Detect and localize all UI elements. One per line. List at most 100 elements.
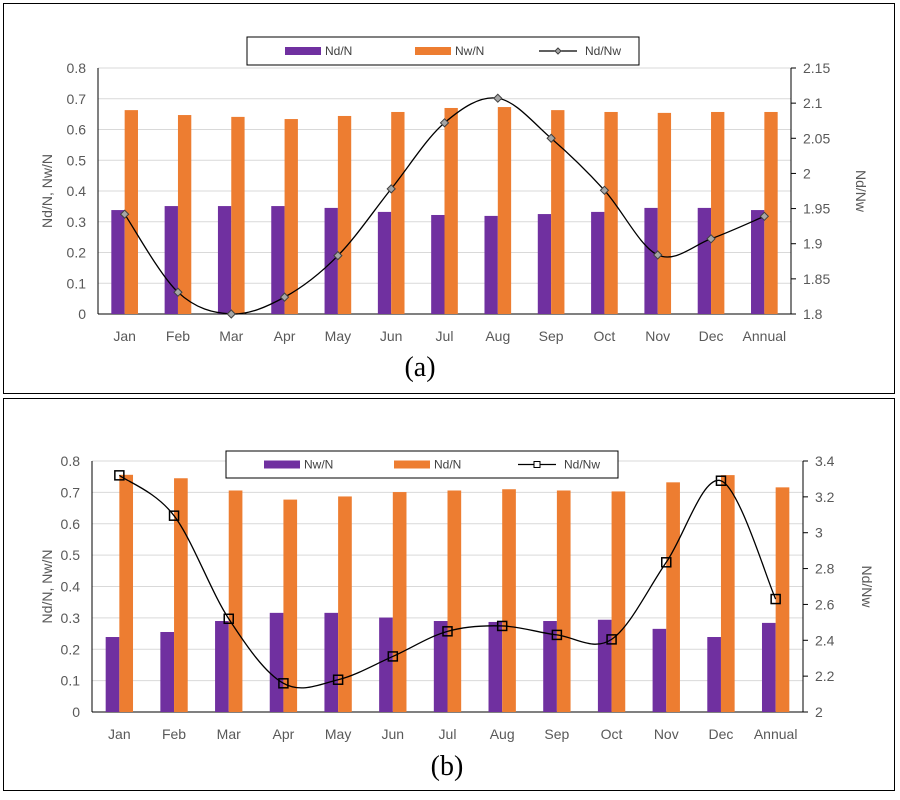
point-marker [386,184,396,194]
bar-nw-n [497,107,512,315]
y2-tick-label: 1.9 [803,236,823,252]
y2-axis-title: Nd/Nw [859,565,875,608]
bar-nd-n [666,482,680,712]
y2-tick-label: 2 [803,165,811,181]
x-tick-label: Jan [113,328,136,344]
legend-marker [554,47,562,55]
bar-nd-n [271,206,285,314]
bar-nd-n [164,206,178,314]
point-marker [223,613,234,625]
y-tick-label: 0 [72,704,80,720]
y2-tick-label: 2.8 [815,561,835,577]
y-tick-label: 0.1 [67,275,87,291]
bar-nw-n [444,107,458,314]
x-tick-label: Annual [754,726,798,742]
y-tick-label: 0.5 [61,547,81,563]
bar-nd-n [556,490,571,712]
y2-tick-label: 3 [815,525,823,541]
x-tick-label: Apr [274,328,296,344]
bar-nw-n [707,637,721,712]
x-tick-label: Nov [654,726,679,742]
bar-nw-n [604,111,618,314]
bar-nw-n [379,617,393,712]
y-tick-label: 0.6 [61,516,81,532]
point-marker [599,185,610,196]
chart-panel-a: 0 0.1 0.2 0.3 0.4 0.5 0.6 0.7 0.8 1.8 1.85 1.9 1.95 2… [3,3,895,394]
bar-nw-n [337,115,352,314]
y2-tick-label: 2.2 [815,668,835,684]
bar-nd-n [119,474,134,712]
x-tick-label: Feb [162,726,186,742]
y-tick-label: 0.3 [67,214,87,230]
bar-nd-n [431,214,445,314]
bar-nw-n [488,621,503,712]
chart-caption: (a) [404,352,435,383]
bar-nd-n [111,210,125,314]
chart-caption: (b) [431,751,464,782]
y-tick-label: 0.7 [67,91,87,107]
point-marker [770,593,781,605]
point-marker [706,234,716,244]
y-axis-title: Nd/N, Nw/N [39,550,55,624]
y2-tick-label: 2.1 [803,95,823,111]
bar-nd-n [697,207,712,314]
bar-nd-n [502,489,516,712]
bar-nw-n [160,631,175,712]
bar-nw-n [551,110,565,314]
bar-nw-n [764,111,778,314]
x-tick-label: Jan [108,726,131,742]
y2-tick-label: 3.2 [815,489,835,505]
x-tick-label: Aug [485,328,510,344]
bar-nw-n [269,612,284,712]
y-tick-label: 0.3 [61,610,81,626]
y2-tick-label: 2.05 [803,130,830,146]
legend-marker [533,461,541,468]
chart-b-svg: 0 0.1 0.2 0.3 0.4 0.5 0.6 0.7 0.8 2 2.2 2.4 2.6 2.8 3 3… [39,450,875,782]
bar-nd-n [324,207,338,314]
legend-label: Nw/N [455,44,484,58]
x-tick-label: Oct [601,726,623,742]
x-tick-label: Jun [382,726,405,742]
point-marker [168,510,180,521]
point-marker [493,93,503,103]
bar-nw-n [711,111,725,314]
chart-panel-b: 0 0.1 0.2 0.3 0.4 0.5 0.6 0.7 0.8 2 2.2 2.4 2.6 2.8 3 3… [3,398,895,791]
legend-label: Nw/N [304,458,333,472]
y2-axis-title: Nd/Nw [853,170,869,213]
bar-nd-n [644,207,658,314]
point-marker [119,209,130,219]
bar-nw-n [177,115,192,314]
legend-swatch [415,47,451,55]
y-tick-label: 0.4 [61,579,81,595]
legend-swatch [394,460,430,469]
point-marker [606,634,617,645]
bar-nw-n [433,621,448,712]
x-tick-label: Annual [743,328,787,344]
bar-nd-n [537,214,552,314]
y2-tick-label: 2.15 [803,60,830,76]
x-tick-label: May [325,328,351,344]
legend-label: Nd/Nw [585,44,621,58]
bar-nd-n [611,491,626,712]
bar-nd-n [338,496,352,712]
y2-tick-label: 1.8 [803,306,823,322]
point-marker [226,309,236,319]
legend-label: Nd/N [325,44,352,58]
point-marker [173,287,183,297]
y2-tick-label: 3.4 [815,453,835,469]
x-tick-label: Sep [539,328,564,344]
bar-nw-n [391,111,405,314]
x-tick-label: Jul [436,328,454,344]
legend-label: Nd/Nw [564,458,600,472]
bar-nw-n [284,119,298,314]
bar-nw-n [324,612,339,712]
x-tick-label: Oct [594,328,616,344]
legend-label: Nd/N [434,458,461,472]
y-tick-label: 0.8 [61,453,81,469]
y-tick-label: 0 [78,306,86,322]
x-tick-label: Nov [645,328,670,344]
x-tick-label: Mar [219,328,243,344]
y-tick-label: 0.1 [61,673,81,689]
bar-nd-n [484,215,498,314]
bar-nw-n [215,621,229,712]
